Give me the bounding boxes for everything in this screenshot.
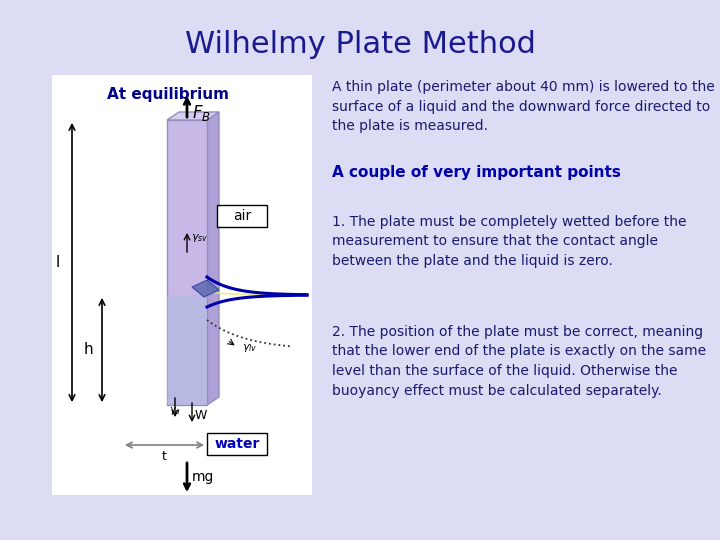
Bar bbox=[217, 205, 267, 227]
Text: l: l bbox=[56, 255, 60, 270]
Bar bbox=[167, 295, 207, 405]
Bar bbox=[207, 433, 267, 455]
Text: air: air bbox=[233, 209, 251, 223]
Text: $\gamma_{sv}$: $\gamma_{sv}$ bbox=[191, 232, 208, 244]
Polygon shape bbox=[192, 280, 219, 297]
Text: h: h bbox=[84, 342, 93, 357]
Text: A thin plate (perimeter about 40 mm) is lowered to the
surface of a liquid and t: A thin plate (perimeter about 40 mm) is … bbox=[332, 80, 715, 133]
Text: $\gamma_d$: $\gamma_d$ bbox=[169, 405, 181, 417]
Text: t: t bbox=[162, 450, 167, 463]
Bar bbox=[167, 120, 207, 405]
Text: W: W bbox=[195, 409, 207, 422]
Text: 1. The plate must be completely wetted before the
measurement to ensure that the: 1. The plate must be completely wetted b… bbox=[332, 215, 686, 268]
Text: water: water bbox=[215, 437, 260, 451]
Text: Wilhelmy Plate Method: Wilhelmy Plate Method bbox=[184, 30, 536, 59]
Text: $F_B$: $F_B$ bbox=[192, 103, 211, 123]
Polygon shape bbox=[167, 112, 219, 120]
Text: At equilibrium: At equilibrium bbox=[107, 87, 229, 102]
FancyBboxPatch shape bbox=[52, 75, 312, 495]
Polygon shape bbox=[207, 112, 219, 405]
Text: A couple of very important points: A couple of very important points bbox=[332, 165, 621, 180]
Text: 2. The position of the plate must be correct, meaning
that the lower end of the : 2. The position of the plate must be cor… bbox=[332, 325, 706, 397]
Text: mg: mg bbox=[192, 470, 215, 484]
Text: $\gamma_{lv}$: $\gamma_{lv}$ bbox=[242, 342, 258, 354]
